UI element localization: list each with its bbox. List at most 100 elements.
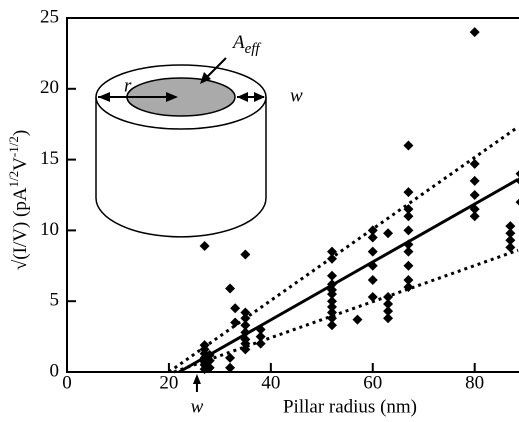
data-point	[240, 344, 251, 355]
data-point	[367, 260, 378, 271]
arrowhead	[200, 72, 211, 84]
data-point	[367, 291, 378, 302]
data-point	[326, 289, 337, 300]
data-point	[199, 240, 210, 251]
y-label-sup: -1/2	[6, 136, 21, 157]
area-label: Aeff	[231, 32, 261, 57]
data-point	[469, 175, 480, 186]
data-point	[240, 320, 251, 331]
y-tick-label: 0	[50, 360, 60, 381]
data-point	[469, 190, 480, 200]
data-point	[326, 270, 337, 281]
y-tick-label: 10	[40, 219, 59, 240]
data-point	[204, 355, 215, 366]
y-tick-label: 5	[50, 290, 60, 311]
x-tick-label: 80	[465, 372, 484, 393]
area-label-sub: eff	[245, 41, 262, 57]
data-point	[383, 313, 394, 324]
data-point	[505, 221, 516, 232]
data-point	[505, 242, 516, 253]
data-point	[199, 340, 210, 351]
inset: Aeff r w	[95, 32, 303, 238]
y-tick-label: 20	[40, 77, 59, 98]
data-point	[204, 362, 215, 373]
arrowhead	[254, 92, 265, 102]
y-tick-label: 15	[40, 148, 59, 169]
data-point	[326, 301, 337, 312]
data-point	[326, 307, 337, 318]
data-point	[367, 274, 378, 285]
data-point	[505, 228, 516, 239]
data-point	[403, 140, 414, 151]
data-point	[367, 225, 378, 236]
data-point	[255, 338, 266, 349]
radius-label: r	[124, 75, 132, 96]
data-point	[403, 239, 414, 250]
data-point	[230, 303, 241, 314]
arrowhead	[166, 92, 178, 102]
data-point	[326, 320, 337, 331]
data-point	[515, 177, 519, 185]
y-axis-label: √(I/V) (pA1/2V-1/2)	[6, 130, 31, 270]
x-tick-label: 0	[62, 372, 72, 393]
y-label-part: V	[10, 157, 31, 171]
data-point	[515, 170, 519, 178]
data-point	[326, 313, 337, 324]
data-point	[230, 317, 241, 328]
data-point	[383, 306, 394, 317]
fit-line	[178, 178, 519, 374]
data-point	[326, 296, 337, 307]
data-point	[240, 307, 251, 318]
data-point	[383, 291, 394, 302]
data-point	[403, 246, 414, 257]
fit-line	[173, 248, 519, 374]
y-label-part: )	[10, 130, 31, 136]
y-label-sup: 1/2	[6, 171, 21, 188]
data-point	[469, 211, 480, 222]
data-point	[403, 211, 414, 222]
data-point	[240, 313, 251, 324]
x-axis-label: Pillar radius (nm)	[283, 396, 417, 417]
data-point	[367, 232, 378, 243]
data-point	[225, 352, 236, 363]
arrowhead	[192, 374, 201, 384]
arrowhead	[237, 92, 248, 102]
y-label-part: √(I/V) (pA	[10, 187, 31, 270]
x-tick-label: 60	[363, 372, 382, 393]
data-point	[403, 274, 414, 285]
cylinder-body	[95, 97, 267, 238]
data-point	[326, 253, 337, 264]
plot-frame	[66, 17, 519, 373]
data-point	[469, 27, 480, 38]
data-point	[204, 350, 215, 361]
data-point	[515, 198, 519, 206]
data-point	[403, 187, 414, 198]
data-point	[255, 331, 266, 342]
arrowhead	[98, 92, 110, 102]
data-point	[255, 324, 266, 335]
data-point	[367, 246, 378, 257]
data-point	[383, 228, 394, 239]
data-point	[403, 204, 414, 215]
y-tick-label: 25	[40, 6, 59, 27]
width-label: w	[290, 85, 303, 106]
data-point	[505, 235, 516, 246]
data-point	[240, 327, 251, 338]
data-point	[403, 282, 414, 293]
x-tick-label: 20	[159, 372, 178, 393]
x-tick-label: 40	[261, 372, 280, 393]
data-point	[352, 314, 363, 325]
data-point	[225, 283, 236, 294]
data-point	[469, 158, 480, 169]
data-point	[225, 362, 236, 373]
data-point	[403, 260, 414, 271]
data-point	[240, 338, 251, 349]
data-point	[326, 246, 337, 257]
data-point	[403, 225, 414, 236]
data-point	[326, 279, 337, 290]
fit-line	[168, 125, 519, 374]
data-point	[383, 299, 394, 310]
marker-label: w	[191, 396, 204, 417]
area-label-main: A	[231, 32, 245, 53]
